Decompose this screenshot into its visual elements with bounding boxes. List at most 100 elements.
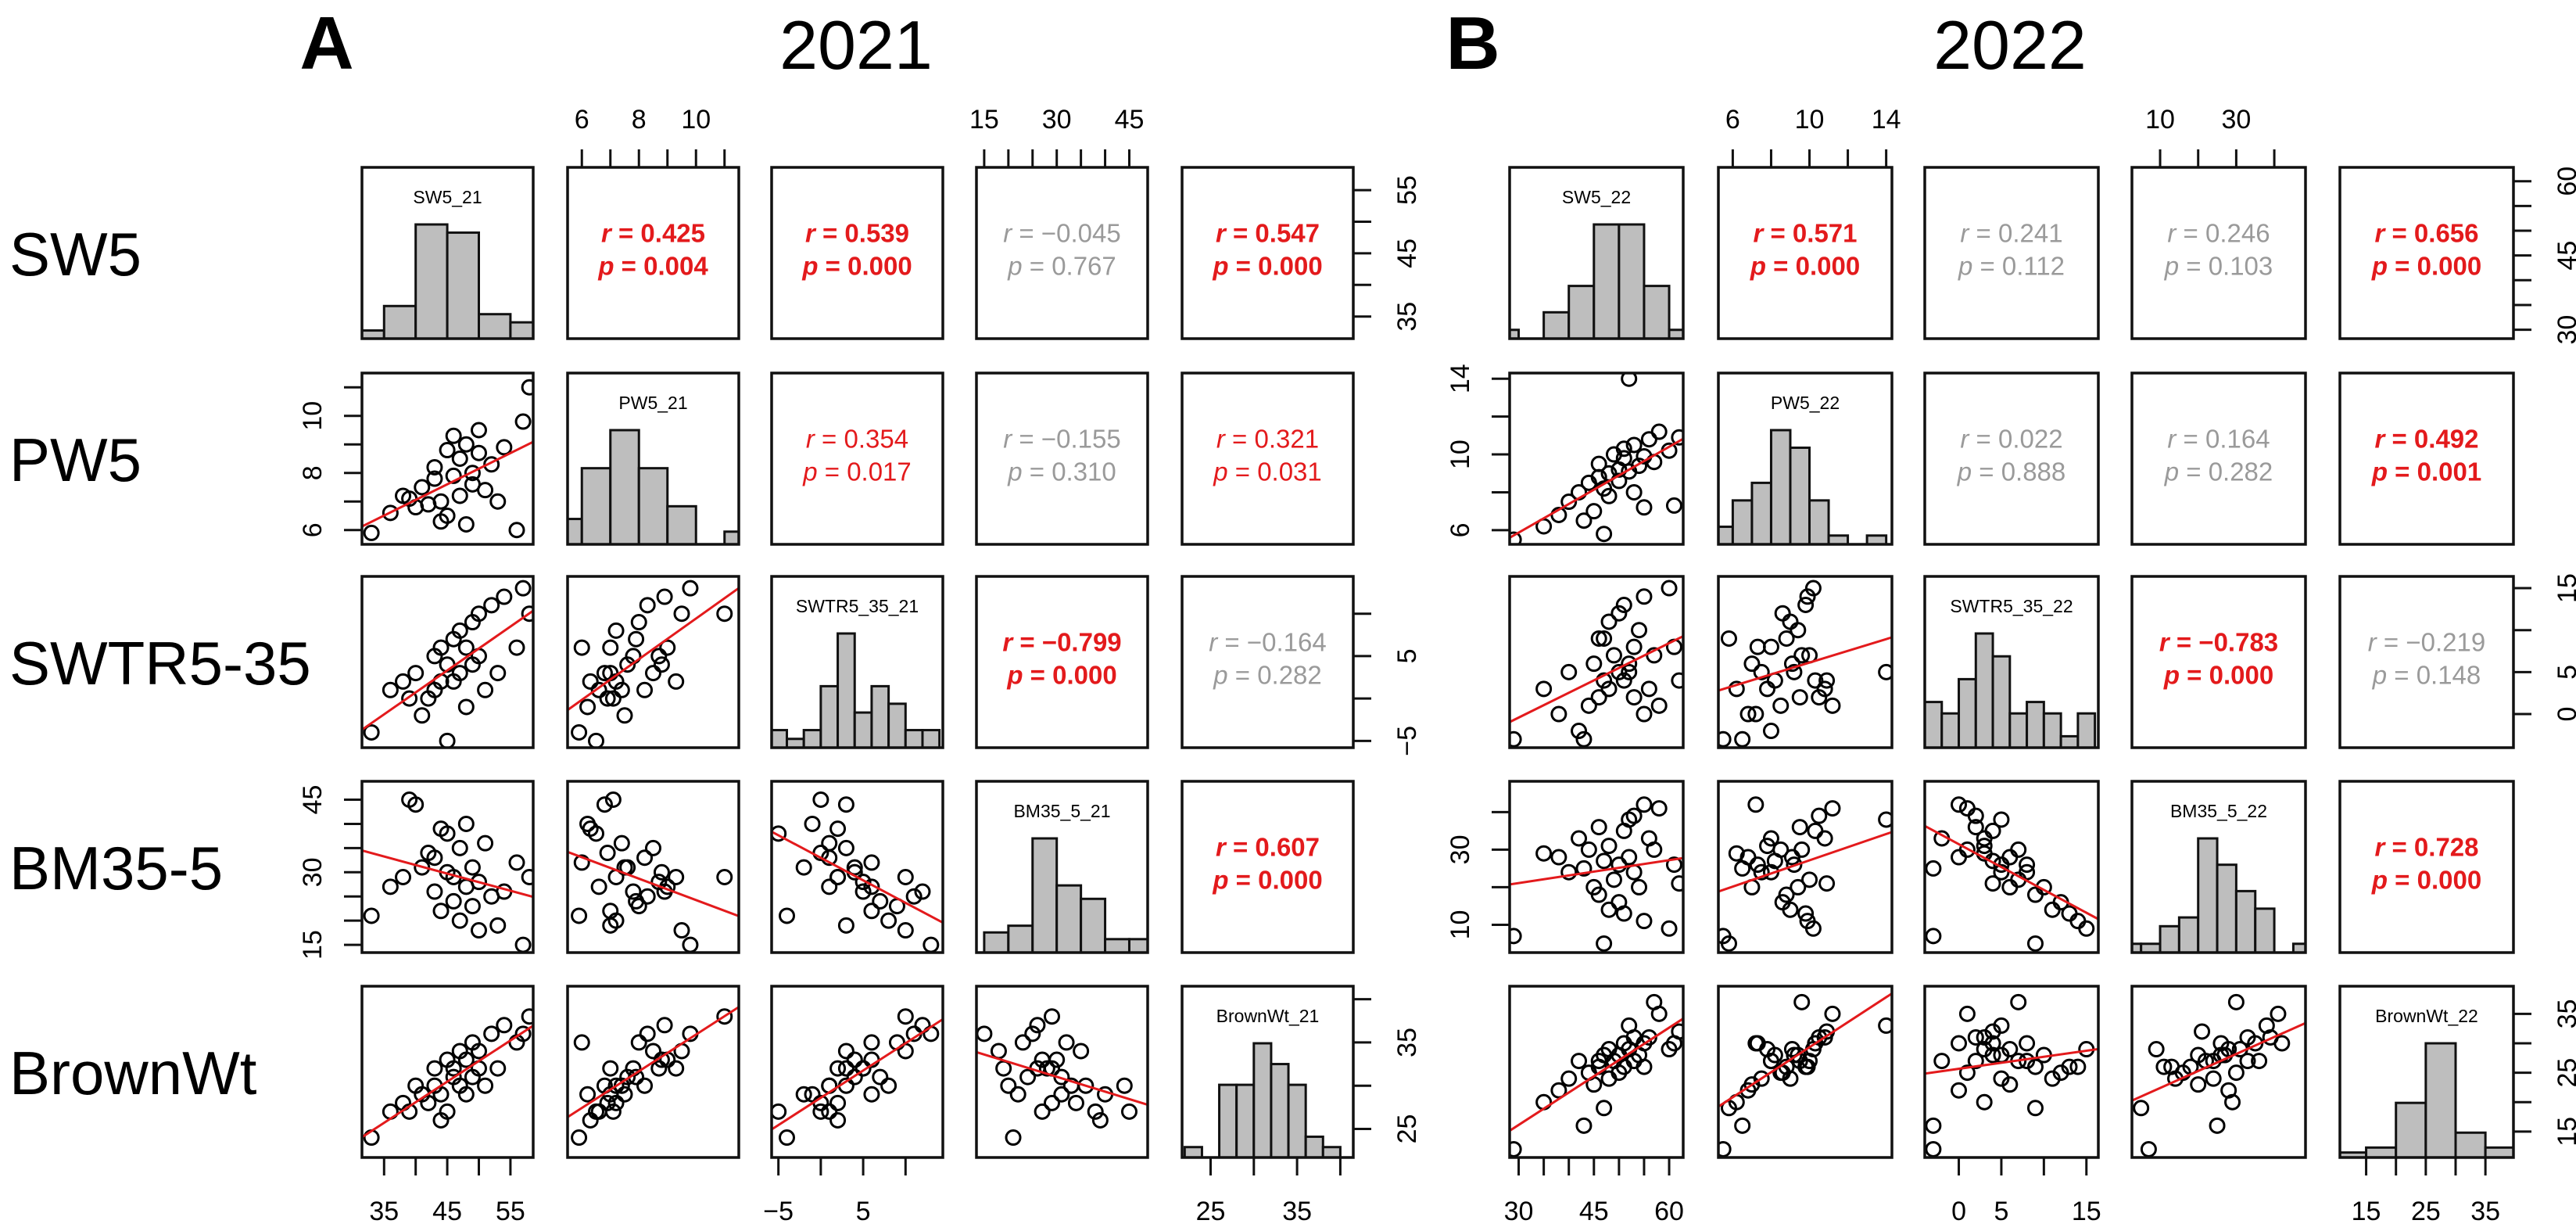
scatter-point — [471, 605, 488, 623]
scatter-point — [1665, 856, 1682, 874]
scatter-point — [1044, 1094, 1061, 1111]
tick-label: 60 — [2553, 167, 2576, 196]
r-symbol: r — [2159, 628, 2171, 657]
equals-sign: = — [2387, 661, 2417, 690]
cell-3-0: 15 30 45 — [298, 780, 535, 960]
correlation-r-text: r = −0.164 — [1209, 628, 1326, 657]
top-axis: 10 30 — [2145, 105, 2276, 169]
histogram-bar — [853, 711, 873, 748]
scatter-point — [650, 648, 668, 665]
scatter-point — [457, 815, 475, 832]
histogram-bar — [983, 931, 1010, 953]
cell-frame — [1508, 575, 1685, 749]
scatter-point — [420, 1094, 437, 1111]
histogram-bar — [819, 684, 840, 748]
scatter-point — [445, 892, 462, 910]
p-value: 0.282 — [1257, 661, 1322, 690]
scatter-point — [2019, 1035, 2036, 1052]
p-value: 0.004 — [643, 252, 708, 281]
left-axis: 6 10 14 — [1446, 364, 1511, 537]
scatter-point — [1596, 672, 1613, 689]
scatter-point — [432, 493, 450, 510]
tick-label: 0 — [1951, 1197, 1966, 1226]
p-value: 0.000 — [847, 252, 912, 281]
correlation-p-text: p = 0.888 — [1957, 458, 2066, 486]
scatter-point — [1925, 860, 1942, 877]
p-value: 0.000 — [2417, 866, 2482, 895]
scatter-point — [1636, 913, 1653, 930]
scatter-point — [837, 1060, 854, 1077]
histogram-bar — [837, 632, 856, 748]
cell-content — [1718, 429, 1888, 544]
equals-sign: = — [2169, 628, 2199, 657]
scatter-point — [772, 1103, 787, 1120]
scatter-point — [602, 917, 619, 934]
histogram-title: SW5_22 — [1562, 187, 1631, 207]
equals-sign: = — [1226, 833, 1256, 862]
tick-label: 15 — [969, 105, 999, 135]
scatter-point — [1067, 1094, 1084, 1111]
r-value: −0.155 — [1041, 425, 1121, 454]
scatter-point — [571, 907, 588, 924]
scatter-point — [1984, 852, 2001, 870]
scatter-point — [772, 825, 787, 842]
r-value: 0.241 — [1998, 219, 2063, 248]
scatter-point — [1774, 605, 1791, 622]
tick-label: 6 — [575, 105, 589, 135]
scatter-point — [1116, 1077, 1133, 1094]
scatter-point — [636, 1077, 654, 1094]
cell-content — [2132, 837, 2306, 953]
scatter-point — [2239, 1028, 2256, 1046]
equals-sign: = — [2384, 425, 2414, 454]
correlation-r-text: r = 0.607 — [1216, 833, 1320, 862]
bottom-axis: 25 35 — [1196, 1156, 1342, 1226]
cell-2-4: r = −0.164 p = 0.282 −5 5 — [1181, 575, 1422, 756]
scatter-point — [599, 845, 616, 862]
equals-sign: = — [815, 219, 845, 248]
p-symbol: p — [1006, 661, 1023, 690]
p-value: 0.767 — [1052, 252, 1116, 281]
tick-label: 15 — [2553, 1117, 2576, 1147]
scatter-point — [477, 681, 494, 698]
equals-sign: = — [2384, 219, 2414, 248]
r-symbol: r — [1960, 425, 1970, 454]
scatter-point — [596, 665, 613, 682]
scatter-point — [604, 1103, 622, 1120]
tick-label: 55 — [496, 1197, 525, 1226]
p-value: 0.103 — [2209, 252, 2273, 281]
tick-label: 6 — [1725, 105, 1740, 135]
bottom-axis: 35 45 55 — [369, 1156, 525, 1226]
scatter-point — [508, 639, 525, 656]
tick-label: 55 — [1392, 175, 1422, 205]
scatter-point — [872, 1068, 889, 1086]
tick-label: 45 — [298, 785, 328, 815]
cell-1-1: PW5_22 — [1717, 371, 1893, 546]
cell-4-2: 0 5 15 — [1923, 985, 2101, 1226]
scatter-point — [477, 482, 494, 499]
scatter-point — [1786, 856, 1803, 874]
scatter-point — [1024, 1025, 1041, 1043]
scatter-point — [1749, 856, 1766, 874]
scatter-point — [1878, 811, 1892, 828]
histogram-bar — [609, 429, 640, 544]
tick-label: 10 — [1446, 440, 1475, 469]
scatter-point — [905, 888, 923, 905]
scatter-point — [1925, 1140, 1942, 1157]
scatter-point — [1782, 613, 1799, 630]
scatter-point — [630, 1034, 647, 1051]
regression-line — [1718, 636, 1892, 692]
scatter-point — [2001, 1041, 2019, 1058]
scatter-point — [1605, 871, 1622, 888]
r-symbol: r — [1003, 219, 1013, 248]
equals-sign: = — [1228, 866, 1258, 895]
correlation-r-text: r = 0.656 — [2374, 219, 2478, 248]
scatter-point — [1762, 638, 1779, 655]
p-value: 0.310 — [1052, 458, 1116, 486]
regression-line — [1510, 635, 1683, 723]
scatter-point — [716, 605, 733, 623]
scatter-point — [1621, 663, 1638, 680]
scatter-point — [1739, 705, 1757, 723]
cell-content — [1718, 580, 1892, 748]
scatter-point — [1762, 1053, 1779, 1070]
regression-line — [362, 849, 533, 899]
